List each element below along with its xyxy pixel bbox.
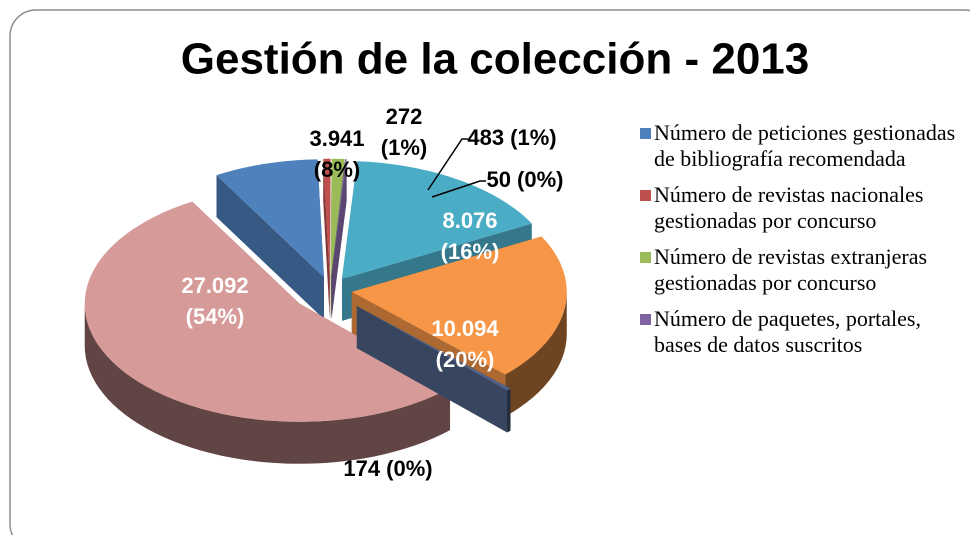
slice-side bbox=[323, 158, 330, 319]
slice-side bbox=[505, 291, 567, 417]
data-label: 174 (0%) bbox=[343, 456, 432, 481]
slice-side bbox=[331, 159, 347, 319]
legend-swatch bbox=[640, 190, 651, 201]
legend-item: Número de revistas nacionales gestionada… bbox=[640, 182, 965, 234]
legend-swatch bbox=[640, 128, 651, 139]
leader-line bbox=[431, 180, 486, 198]
data-label: 10.094 (20%) bbox=[431, 316, 499, 372]
data-label: 483 (1%) bbox=[467, 125, 556, 150]
slice bbox=[216, 159, 324, 320]
slice bbox=[84, 201, 451, 464]
slice-top bbox=[323, 158, 331, 277]
slice bbox=[323, 158, 331, 319]
legend-item: Número de peticiones gestionadas de bibl… bbox=[640, 120, 965, 172]
slice-top bbox=[356, 306, 511, 391]
slice bbox=[356, 306, 511, 433]
slice-top bbox=[341, 161, 532, 279]
data-label: 272 (1%) bbox=[381, 104, 427, 160]
slice-top bbox=[351, 236, 567, 375]
slice-top bbox=[331, 159, 347, 277]
slice-side bbox=[329, 158, 331, 319]
chart-title: Gestión de la colección - 2013 bbox=[181, 35, 809, 84]
legend-swatch bbox=[640, 252, 651, 263]
legend-label: Número de paquetes, portales, bases de d… bbox=[654, 306, 921, 357]
slice-side bbox=[216, 175, 324, 320]
data-label: 8.076 (16%) bbox=[441, 208, 500, 264]
slice-top bbox=[84, 201, 451, 422]
legend-item: Número de revistas extranjeras gestionad… bbox=[640, 244, 965, 296]
slice-side bbox=[356, 306, 508, 433]
legend: Número de peticiones gestionadas de bibl… bbox=[640, 120, 965, 368]
legend-item: Número de paquetes, portales, bases de d… bbox=[640, 306, 965, 358]
slice-top bbox=[330, 158, 345, 277]
legend-label: Número de revistas nacionales gestionada… bbox=[654, 182, 924, 233]
slice bbox=[331, 159, 347, 319]
data-label: 27.092 (54%) bbox=[181, 273, 248, 329]
slice-side bbox=[507, 388, 511, 433]
legend-swatch bbox=[640, 314, 651, 325]
leader-line bbox=[427, 138, 468, 191]
legend-label: Número de revistas extranjeras gestionad… bbox=[654, 244, 928, 295]
data-label: 50 (0%) bbox=[486, 167, 563, 192]
data-label: 3.941 (8%) bbox=[309, 126, 364, 182]
slice-top bbox=[216, 159, 324, 278]
legend-label: Número de peticiones gestionadas de bibl… bbox=[654, 120, 956, 171]
slice-side bbox=[84, 303, 451, 464]
